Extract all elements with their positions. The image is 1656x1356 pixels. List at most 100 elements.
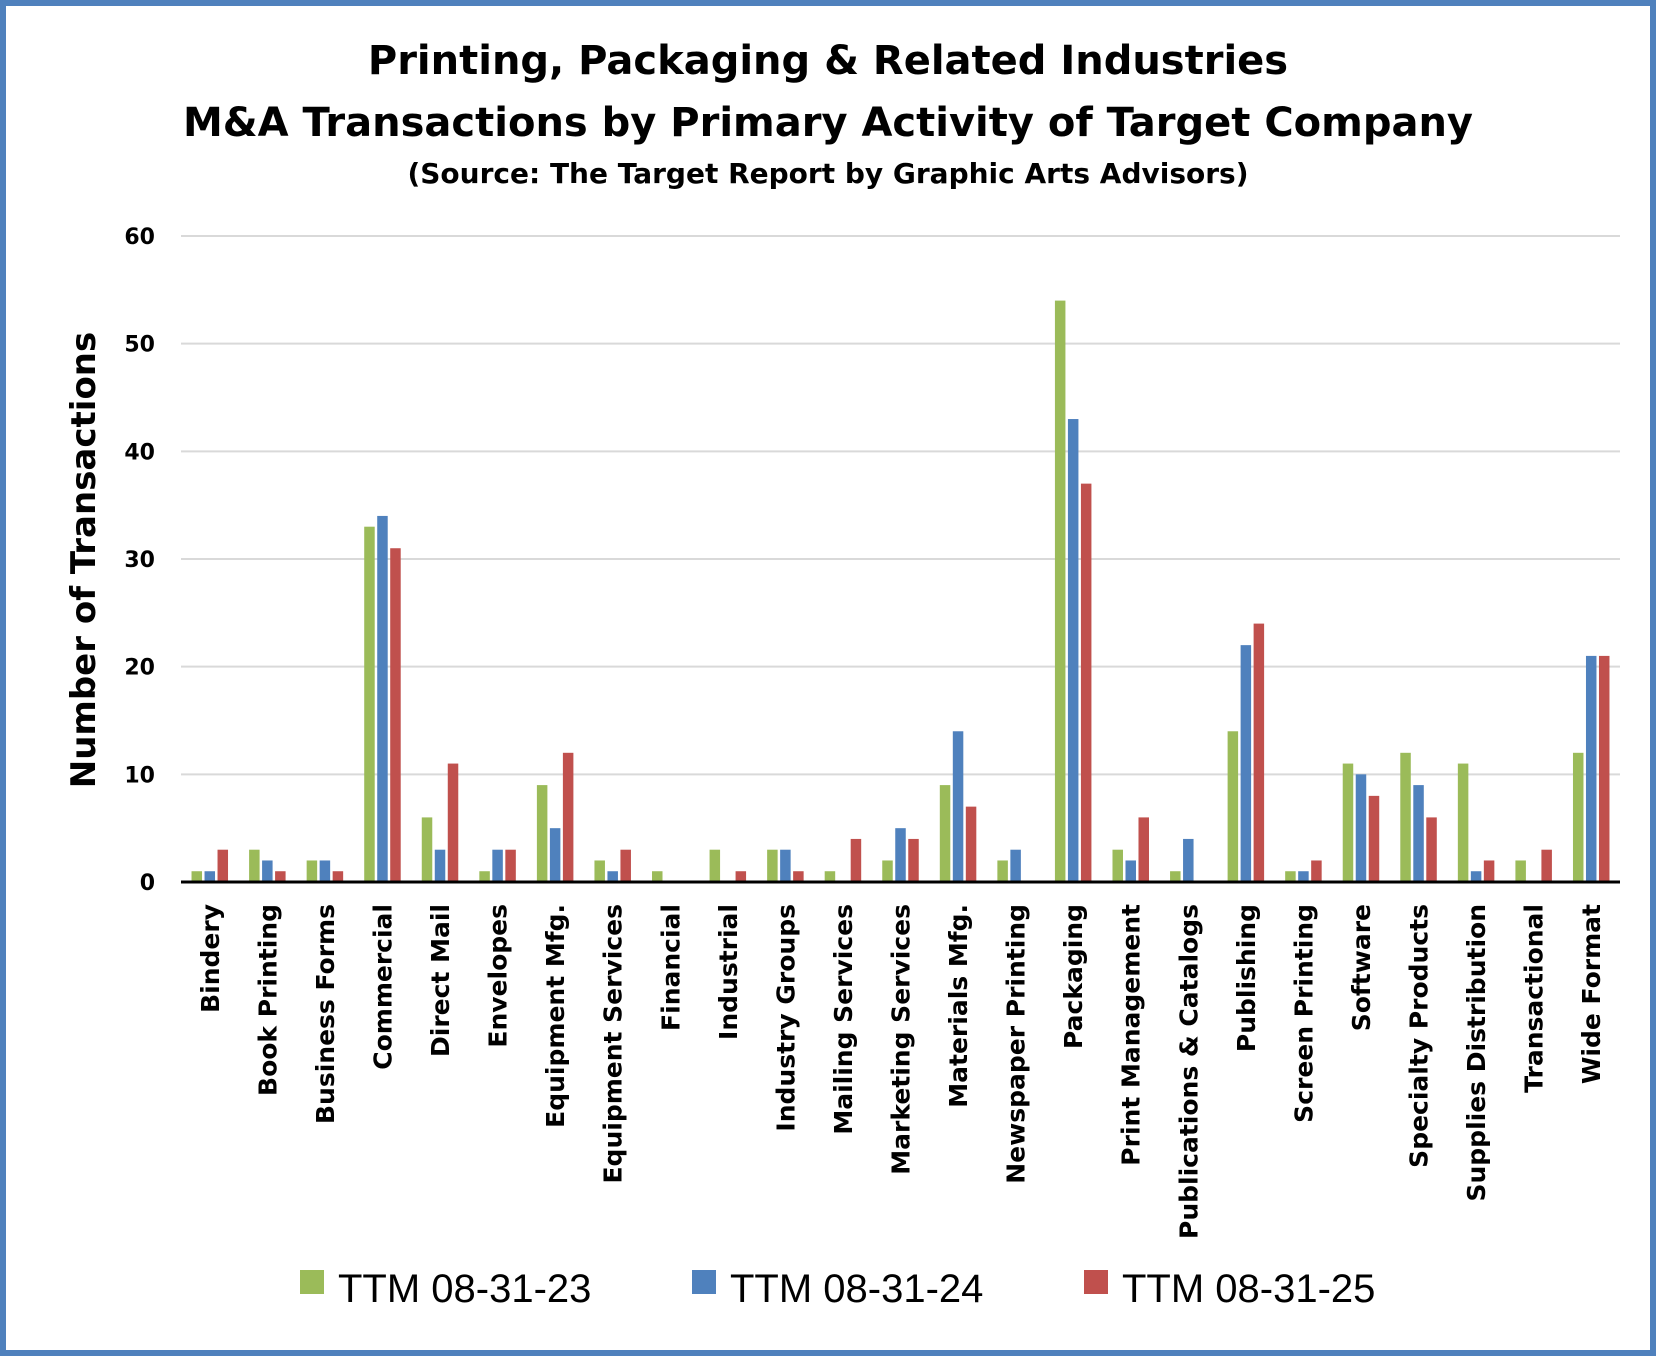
bar-2 — [204, 871, 216, 882]
bar-1 — [1112, 849, 1123, 882]
x-tick-label: Print Management — [1117, 904, 1146, 1166]
y-tick-label: 20 — [124, 656, 155, 681]
legend-label: TTM 08-31-24 — [730, 1267, 983, 1311]
x-tick-label: Newspaper Printing — [1002, 904, 1031, 1184]
y-tick-label: 60 — [124, 225, 155, 250]
bar-1 — [997, 860, 1008, 882]
x-tick-label: Materials Mfg. — [944, 904, 973, 1108]
bar-1 — [421, 817, 433, 882]
bar-1 — [1515, 860, 1526, 882]
bar-2 — [780, 849, 791, 882]
bar-2 — [895, 828, 906, 882]
x-tick-label: Envelopes — [484, 904, 513, 1048]
bar-1 — [1054, 300, 1066, 883]
x-tick-label: Marketing Services — [887, 904, 916, 1175]
bar-1 — [1572, 752, 1584, 882]
bar-2 — [1355, 774, 1367, 882]
legend-swatch — [692, 1270, 716, 1294]
bar-2 — [1010, 849, 1021, 882]
bar-1 — [191, 871, 203, 882]
x-tick-label: Financial — [656, 904, 685, 1031]
bar-2 — [1413, 785, 1424, 882]
legend-item: TTM 08-31-25 — [1084, 1267, 1375, 1311]
chart-subtitle: M&A Transactions by Primary Activity of … — [183, 100, 1473, 146]
bar-3 — [1138, 817, 1149, 882]
bar-2 — [377, 515, 388, 882]
bar-2 — [434, 849, 446, 882]
bar-2 — [1585, 655, 1597, 882]
y-tick-label: 30 — [124, 548, 155, 573]
legend-swatch — [300, 1270, 324, 1294]
y-tick-label: 40 — [124, 440, 155, 465]
chart-source: (Source: The Target Report by Graphic Ar… — [407, 157, 1248, 190]
x-tick-label: Industry Groups — [771, 904, 800, 1132]
bar-3 — [390, 548, 401, 882]
bar-3 — [1080, 483, 1092, 882]
bar-2 — [1183, 838, 1194, 882]
bar-3 — [1483, 860, 1495, 882]
bar-2 — [1470, 871, 1482, 882]
bar-1 — [1457, 763, 1469, 882]
bar-1 — [1342, 763, 1354, 882]
legend-item: TTM 08-31-23 — [300, 1267, 591, 1311]
x-tick-label: Bindery — [196, 904, 225, 1013]
bar-2 — [319, 860, 331, 882]
bar-1 — [652, 871, 663, 882]
y-tick-label: 0 — [140, 871, 155, 896]
x-tick-label: Publishing — [1232, 904, 1261, 1052]
x-tick-label: Equipment Services — [599, 904, 628, 1184]
legend-item: TTM 08-31-24 — [692, 1267, 983, 1311]
bar-1 — [882, 860, 893, 882]
bar-1 — [536, 785, 548, 882]
bar-2 — [1298, 871, 1309, 882]
bar-3 — [965, 806, 977, 882]
bar-3 — [275, 871, 286, 882]
bar-3 — [908, 838, 919, 882]
bar-3 — [562, 752, 574, 882]
bar-1 — [1170, 871, 1181, 882]
x-tick-label: Screen Printing — [1289, 904, 1318, 1123]
y-axis-label: Number of Transactions — [64, 332, 104, 789]
x-tick-label: Direct Mail — [426, 904, 455, 1057]
bar-1 — [1227, 731, 1239, 882]
x-tick-label: Supplies Distribution — [1462, 904, 1491, 1202]
x-tick-label: Equipment Mfg. — [541, 904, 570, 1128]
bar-1 — [824, 871, 836, 882]
y-tick-label: 50 — [124, 333, 155, 358]
x-tick-label: Wide Format — [1577, 904, 1606, 1084]
x-tick-label: Packaging — [1059, 904, 1088, 1049]
x-tick-label: Specialty Products — [1405, 904, 1434, 1168]
bar-1 — [939, 785, 951, 882]
bar-1 — [709, 849, 721, 882]
bar-3 — [1541, 849, 1552, 882]
bar-1 — [767, 849, 778, 882]
chart-title: Printing, Packaging & Related Industries — [368, 38, 1288, 84]
bar-3 — [1426, 817, 1437, 882]
bar-3 — [850, 838, 862, 882]
bar-1 — [306, 860, 318, 882]
x-tick-label: Mailing Services — [829, 904, 858, 1135]
x-tick-label: Software — [1347, 904, 1376, 1031]
bar-3 — [1368, 795, 1380, 882]
bar-3 — [332, 871, 344, 882]
bar-1 — [1285, 871, 1296, 882]
bar-1 — [479, 871, 490, 882]
bar-2 — [952, 731, 964, 882]
x-tick-label: Commercial — [368, 904, 397, 1070]
legend-swatch — [1084, 1270, 1108, 1294]
bar-1 — [249, 849, 260, 882]
bar-3 — [1253, 623, 1265, 882]
bar-2 — [1067, 419, 1079, 882]
x-tick-label: Transactional — [1520, 904, 1549, 1093]
y-tick-label: 10 — [124, 763, 155, 788]
bar-1 — [594, 860, 605, 882]
bar-2 — [492, 849, 503, 882]
bar-3 — [735, 871, 747, 882]
legend-label: TTM 08-31-23 — [338, 1267, 591, 1311]
bar-3 — [793, 871, 804, 882]
bar-1 — [1400, 752, 1411, 882]
bar-3 — [1311, 860, 1322, 882]
x-tick-label: Publications & Catalogs — [1174, 904, 1203, 1239]
legend-label: TTM 08-31-25 — [1122, 1267, 1375, 1311]
bar-3 — [1598, 655, 1610, 882]
